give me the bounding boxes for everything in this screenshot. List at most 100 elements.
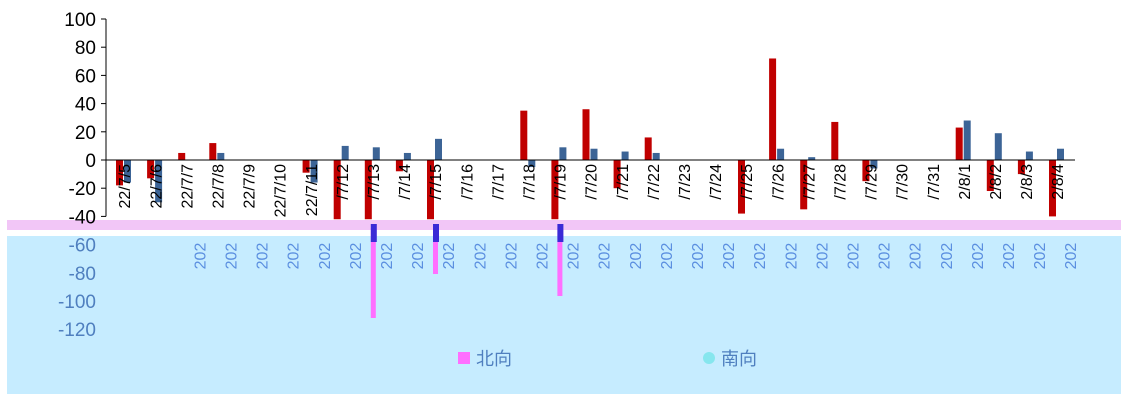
overlay-bar-cap	[433, 224, 439, 242]
bar-south[interactable]	[310, 160, 318, 183]
bar-south[interactable]	[621, 151, 629, 160]
overlay-year-label: 202	[379, 243, 396, 270]
y-tick-label: -60	[69, 236, 96, 257]
bar-south[interactable]	[994, 133, 1002, 160]
x-tick-label: 22/7/6	[148, 164, 165, 209]
bar-south[interactable]	[777, 148, 785, 160]
overlay-year-label: 202	[472, 243, 489, 270]
bar-north[interactable]	[613, 160, 621, 189]
bar-north[interactable]	[427, 160, 434, 220]
x-tick-label: /7/21	[615, 164, 632, 200]
x-tick-label: 2/8/3	[1019, 164, 1036, 200]
overlay-labels: 202 202 202 202 202 202 202 202 202 202 202 202 202 2…	[192, 224, 1080, 318]
bar-north[interactable]	[1049, 160, 1056, 217]
y-tick-label: -100	[58, 292, 96, 313]
y-tick-label: -20	[69, 179, 96, 200]
bar-south[interactable]	[1025, 151, 1033, 160]
bar-north[interactable]	[582, 109, 590, 160]
overlay-year-label: 202	[410, 243, 427, 270]
x-tick-label: 22/7/11	[304, 164, 321, 216]
x-tick-label: /7/23	[677, 164, 694, 200]
bar-south[interactable]	[808, 157, 816, 160]
bar-south[interactable]	[124, 160, 131, 183]
overlay-year-label: 202	[597, 243, 614, 270]
bar-south[interactable]	[155, 160, 163, 203]
legend-label-south: 南向	[721, 349, 757, 369]
bar-south[interactable]	[590, 148, 598, 160]
bars	[116, 58, 1064, 220]
overlay-background	[7, 236, 1121, 394]
bar-north[interactable]	[862, 160, 870, 182]
bar-north[interactable]	[551, 160, 559, 220]
bar-south[interactable]	[870, 160, 878, 169]
y-tick-label: 40	[75, 95, 96, 116]
bar-north[interactable]	[395, 160, 403, 172]
x-tick-label: 22/7/8	[211, 164, 228, 209]
bar-south[interactable]	[435, 138, 442, 160]
bar-north[interactable]	[209, 143, 217, 160]
bar-south[interactable]	[652, 152, 660, 160]
bar-south[interactable]	[1057, 148, 1064, 160]
x-tick-label: /7/25	[739, 164, 756, 200]
bar-south[interactable]	[403, 152, 411, 160]
overlay-year-label: 202	[348, 243, 365, 270]
bar-north[interactable]	[986, 160, 994, 192]
y-tick-label: 20	[75, 123, 96, 144]
bar-north[interactable]	[520, 110, 528, 160]
bar-south[interactable]	[217, 152, 225, 160]
overlay-bar-cap	[557, 224, 564, 242]
overlay-year-label: 202	[1032, 243, 1049, 270]
y-tick-label: 60	[75, 66, 96, 87]
bar-north[interactable]	[955, 127, 963, 160]
overlay-year-label: 202	[224, 243, 241, 270]
overlay-year-label: 202	[1063, 243, 1080, 270]
overlay-strip	[7, 220, 1121, 230]
x-axis-labels: 22/7/5 22/7/6 22/7/7 22/7/8 22/7/9 22/7/10 22/…	[117, 164, 1067, 217]
overlay-year-label: 202	[503, 243, 520, 270]
x-tick-label: /7/14	[397, 164, 414, 200]
bar-south[interactable]	[559, 147, 567, 160]
overlay-year-label: 202	[566, 243, 583, 270]
overlay-year-label: 202	[908, 243, 925, 270]
x-tick-label: /7/26	[770, 164, 787, 200]
bar-north[interactable]	[1017, 160, 1025, 175]
y-tick-label: 0	[85, 151, 96, 172]
x-tick-label: 22/7/10	[273, 164, 290, 217]
bar-south[interactable]	[963, 120, 971, 160]
x-tick-label: /7/19	[553, 164, 570, 200]
x-tick-label: /7/16	[459, 164, 476, 200]
overlay-bar-cap	[370, 224, 377, 242]
bar-south[interactable]	[528, 160, 536, 168]
legend-item-south[interactable]: 南向	[703, 345, 757, 371]
x-tick-label: /7/28	[833, 164, 850, 200]
x-tick-label: /7/12	[335, 164, 352, 200]
bar-north[interactable]	[831, 121, 839, 160]
overlay-year-label: 202	[659, 243, 676, 270]
bar-north[interactable]	[738, 160, 745, 214]
bar-north[interactable]	[302, 160, 310, 173]
bar-north[interactable]	[800, 160, 808, 210]
x-tick-label: 2/8/2	[988, 164, 1005, 200]
legend-item-north[interactable]: 北向	[458, 345, 512, 371]
bar-north[interactable]	[147, 160, 155, 179]
bar-north[interactable]	[333, 160, 341, 220]
bar-north[interactable]	[178, 152, 186, 160]
bar-north[interactable]	[116, 160, 123, 186]
bar-south[interactable]	[372, 147, 380, 160]
bar-south[interactable]	[341, 145, 349, 160]
overlay-year-label: 202	[846, 243, 863, 270]
x-tick-label: /7/20	[584, 164, 601, 200]
bar-north[interactable]	[364, 160, 372, 220]
bar-north[interactable]	[769, 58, 777, 161]
overlay-year-label: 202	[783, 243, 800, 270]
overlay-year-label: 202	[721, 243, 738, 270]
y-tick-label: 80	[75, 38, 96, 59]
overlay-year-label: 202	[441, 243, 458, 270]
x-tick-label: /7/18	[522, 164, 539, 200]
bar-north[interactable]	[644, 137, 652, 160]
overlay-bar	[433, 228, 438, 274]
x-tick-label: 22/7/7	[179, 164, 196, 209]
y-tick-label: -120	[58, 320, 96, 341]
x-tick-label: /7/13	[366, 164, 383, 200]
y-tick-label: -80	[69, 264, 96, 285]
